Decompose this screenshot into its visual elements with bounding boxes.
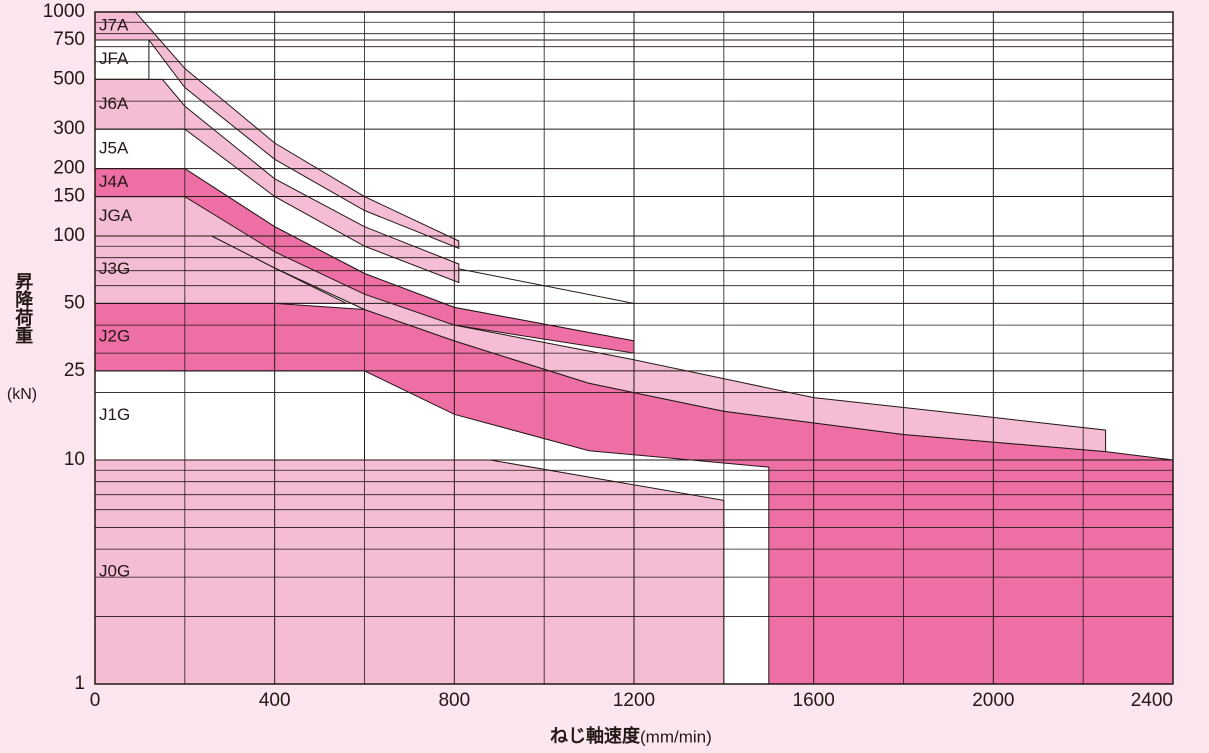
x-tick-label: 2400 (1131, 690, 1173, 711)
x-tick-label: 0 (90, 690, 101, 711)
y-tick-label: 150 (53, 186, 85, 207)
y-tick-label: 1000 (43, 1, 85, 22)
x-tick-label: 800 (438, 690, 470, 711)
region-label: JGA (99, 206, 133, 225)
y-tick-label: 25 (64, 360, 85, 381)
y-tick-label: 500 (53, 68, 85, 89)
x-tick-label: 400 (259, 690, 291, 711)
y-axis-title: 昇降荷重 (13, 272, 33, 344)
y-tick-label: 1 (74, 673, 85, 694)
x-axis-title: ねじ軸速度 (550, 725, 641, 746)
region-label: J0G (99, 561, 130, 580)
x-tick-label: 1200 (613, 690, 655, 711)
y-axis-unit: (kN) (7, 386, 37, 403)
region-label: J3G (99, 259, 130, 278)
x-tick-label: 1600 (793, 690, 835, 711)
region (94, 459, 725, 685)
plot-frame (94, 11, 1174, 685)
region-label: J2G (99, 327, 130, 346)
region-label: J6A (99, 94, 129, 113)
region-label: J4A (99, 172, 129, 191)
region-label: JFA (99, 49, 129, 68)
y-tick-label: 200 (53, 158, 85, 179)
x-tick-label: 2000 (972, 690, 1014, 711)
region-label: J1G (99, 405, 130, 424)
region (94, 370, 365, 461)
region-label: J5A (99, 138, 129, 157)
y-tick-label: 10 (64, 449, 85, 470)
y-tick-label: 750 (53, 29, 85, 50)
y-tick-label: 300 (53, 118, 85, 139)
y-tick-label: 50 (64, 292, 85, 313)
y-tick-label: 100 (53, 225, 85, 246)
x-axis-unit: (mm/min) (640, 727, 712, 746)
region-label: J7A (99, 15, 129, 34)
